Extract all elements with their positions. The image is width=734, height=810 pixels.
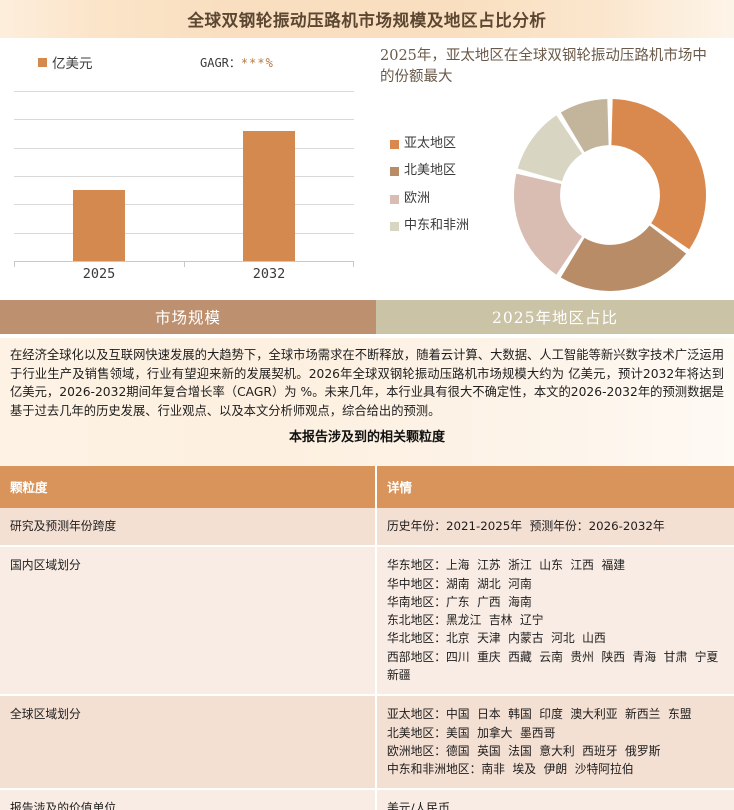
legend-swatch-icon bbox=[390, 167, 399, 177]
detail-line: 东北地区：黑龙江 吉林 辽宁 bbox=[387, 613, 544, 628]
bar-chart-x-axis-labels: 2025 2032 bbox=[14, 266, 354, 288]
page-title-banner: 全球双钢轮振动压路机市场规模及地区占比分析 bbox=[0, 0, 734, 38]
detail-line: 历史年份：2021-2025年 预测年份：2026-2032年 bbox=[387, 519, 665, 533]
table-cell-detail: 美元/人民币 bbox=[376, 789, 734, 810]
donut-legend-label: 北美地区 bbox=[404, 163, 457, 179]
gagr-label: GAGR： bbox=[200, 56, 241, 70]
granularity-table: 颗粒度 详情 研究及预测年份跨度 历史年份：2021-2025年 预测年份：202… bbox=[0, 466, 734, 810]
gridline bbox=[14, 232, 354, 234]
table-cell-detail: 亚太地区：中国 日本 韩国 印度 澳大利亚 新西兰 东盟 北美地区：美国 加拿大 … bbox=[376, 695, 734, 791]
donut-segment bbox=[514, 173, 583, 275]
table-cell-granularity: 报告涉及的价值单位 bbox=[0, 789, 377, 810]
bar-plot-area bbox=[14, 91, 354, 267]
bar bbox=[73, 190, 125, 261]
table-column-header-detail: 详情 bbox=[376, 466, 734, 508]
legend-swatch-icon bbox=[38, 57, 47, 67]
gridline bbox=[14, 91, 354, 92]
donut-legend-label: 中东和非洲 bbox=[404, 217, 470, 233]
table-cell-granularity: 研究及预测年份跨度 bbox=[0, 508, 377, 548]
donut-chart-heading: 2025年，亚太地区在全球双钢轮振动压路机市场中的份额最大 bbox=[380, 48, 707, 86]
donut-legend-item[interactable]: 中东和非洲 bbox=[390, 218, 490, 234]
table-row: 研究及预测年份跨度 历史年份：2021-2025年 预测年份：2026-2032年 bbox=[0, 508, 734, 548]
detail-line: 欧洲地区：德国 英国 法国 意大利 西班牙 俄罗斯 bbox=[387, 743, 661, 758]
table-cell-detail: 历史年份：2021-2025年 预测年份：2026-2032年 bbox=[376, 508, 734, 548]
granularity-table-body: 研究及预测年份跨度 历史年份：2021-2025年 预测年份：2026-2032年… bbox=[0, 508, 734, 810]
gridline bbox=[14, 147, 354, 149]
market-size-bar-chart: 亿美元 GAGR：***% 2025 2032 bbox=[0, 38, 368, 296]
donut-segment bbox=[611, 99, 706, 250]
page-title: 全球双钢轮振动压路机市场规模及地区占比分析 bbox=[187, 11, 547, 30]
donut-segment bbox=[560, 99, 609, 153]
table-cell-granularity: 国内区域划分 bbox=[0, 546, 377, 697]
donut-legend-item[interactable]: 亚太地区 bbox=[390, 136, 490, 152]
section-banner-market-size-label: 市场规模 bbox=[154, 309, 221, 327]
donut-graphic bbox=[510, 95, 710, 295]
table-column-header-granularity: 颗粒度 bbox=[0, 466, 377, 508]
detail-line: 北美地区：美国 加拿大 墨西哥 bbox=[387, 725, 556, 740]
table-cell-granularity: 全球区域划分 bbox=[0, 695, 377, 791]
axis-tick bbox=[353, 262, 354, 267]
table-row: 国内区域划分 华东地区：上海 江苏 浙江 山东 江西 福建 华中地区：湖南 湖北 河… bbox=[0, 546, 734, 697]
axis-tick bbox=[14, 262, 15, 267]
table-row: 报告涉及的价值单位美元/人民币 bbox=[0, 789, 734, 810]
detail-line: 西部地区：四川 重庆 西藏 云南 贵州 陕西 青海 甘肃 宁夏 新疆 bbox=[387, 649, 726, 682]
detail-line: 美元/人民币 bbox=[387, 801, 450, 810]
table-cell-detail: 华东地区：上海 江苏 浙江 山东 江西 福建 华中地区：湖南 湖北 河南 华南地区：… bbox=[376, 546, 734, 697]
detail-line: 华南地区：广东 广西 海南 bbox=[387, 594, 532, 609]
gridline bbox=[14, 119, 354, 121]
body-paragraph: 在经济全球化以及互联网快速发展的大趋势下，全球市场需求在不断释放，随着云计算、大… bbox=[10, 348, 724, 419]
detail-line: 亚太地区：中国 日本 韩国 印度 澳大利亚 新西兰 东盟 bbox=[387, 707, 692, 722]
gridline bbox=[14, 176, 354, 177]
detail-line: 华中地区：湖南 湖北 河南 bbox=[387, 576, 532, 591]
donut-legend-item[interactable]: 北美地区 bbox=[390, 163, 490, 179]
section-banner-market-size: 市场规模 bbox=[0, 300, 376, 334]
bar bbox=[243, 130, 295, 261]
donut-legend-label: 欧洲 bbox=[404, 190, 431, 206]
donut-svg bbox=[514, 99, 706, 291]
x-axis-tick-label: 2025 bbox=[82, 266, 116, 282]
legend-swatch-icon bbox=[390, 140, 399, 149]
gridline bbox=[14, 204, 354, 206]
donut-chart-legend: 亚太地区北美地区欧洲中东和非洲 bbox=[390, 136, 490, 245]
detail-line: 华东地区：上海 江苏 浙江 山东 江西 福建 bbox=[387, 558, 626, 573]
donut-segment bbox=[517, 115, 583, 182]
section-banner-region-share: 2025年地区占比 bbox=[376, 300, 734, 334]
detail-line: 华北地区：北京 天津 内蒙古 河北 山西 bbox=[387, 631, 606, 646]
granularity-subheading: 本报告涉及到的相关颗粒度 bbox=[288, 429, 445, 445]
table-row: 全球区域划分 亚太地区：中国 日本 韩国 印度 澳大利亚 新西兰 东盟 北美地区：美… bbox=[0, 695, 734, 791]
x-axis-tick-label: 2032 bbox=[252, 266, 286, 282]
gagr-annotation: GAGR：***% bbox=[200, 54, 274, 71]
bar-chart-legend: 亿美元 bbox=[38, 52, 93, 72]
section-banner-region-share-label: 2025年地区占比 bbox=[492, 309, 618, 327]
legend-swatch-icon bbox=[390, 221, 399, 231]
body-text-block: 在经济全球化以及互联网快速发展的大趋势下，全球市场需求在不断释放，随着云计算、大… bbox=[0, 338, 734, 466]
bar-chart-legend-label: 亿美元 bbox=[52, 56, 93, 72]
table-header-row: 颗粒度 详情 bbox=[0, 466, 734, 508]
detail-line: 中东和非洲地区：南非 埃及 伊朗 沙特阿拉伯 bbox=[387, 762, 634, 777]
donut-legend-label: 亚太地区 bbox=[404, 136, 457, 151]
legend-swatch-icon bbox=[390, 194, 399, 204]
charts-row: 亿美元 GAGR：***% 2025 2032 2025年，亚太地区在全球双钢轮振… bbox=[0, 38, 734, 296]
donut-segment bbox=[560, 225, 687, 291]
donut-legend-item[interactable]: 欧洲 bbox=[390, 191, 490, 207]
x-axis bbox=[14, 261, 354, 262]
region-share-donut-chart: 2025年，亚太地区在全球双钢轮振动压路机市场中的份额最大 亚太地区北美地区欧洲… bbox=[368, 38, 734, 296]
axis-tick bbox=[184, 262, 185, 267]
gagr-value: ***% bbox=[240, 56, 274, 70]
